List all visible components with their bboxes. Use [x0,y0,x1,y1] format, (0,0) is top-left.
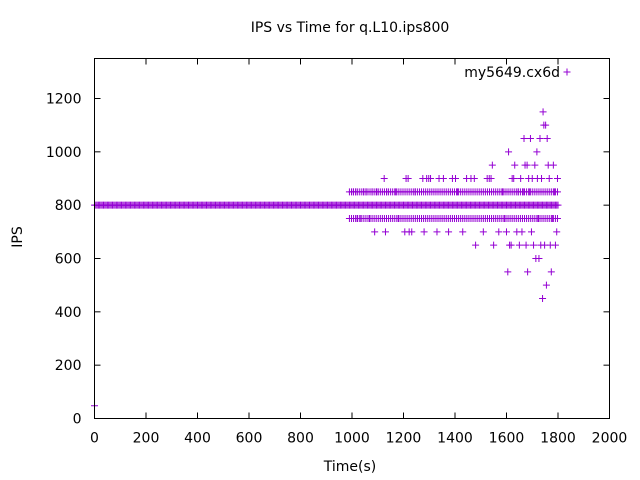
data-point [533,148,541,156]
data-point [362,188,370,196]
chart-title: IPS vs Time for q.L10.ips800 [251,20,450,36]
data-point [527,228,535,236]
data-point [518,228,526,236]
x-tick-label: 800 [287,431,314,447]
data-point [538,175,546,182]
y-tick-label: 0 [73,412,82,428]
data-point [499,188,507,196]
x-tick-label: 600 [236,431,263,447]
data-point [459,228,467,236]
data-point [542,121,550,129]
data-point [539,295,547,302]
data-point [470,175,478,182]
data-point [507,241,515,249]
data-point [505,148,513,156]
data-point [392,188,400,196]
data-point [420,228,428,236]
y-tick-label: 1000 [46,145,82,161]
x-tick-label: 1200 [386,431,422,447]
x-tick-label: 200 [133,431,160,447]
data-point [553,175,561,182]
data-point [520,135,528,142]
legend-series-marker [563,68,571,76]
data-point [549,161,557,169]
data-point [408,228,416,236]
data-point [394,215,402,222]
data-point [553,228,561,236]
y-tick-label: 800 [55,198,82,214]
data-point [530,241,538,249]
axis-ticks: 0 200 400 600 800 1000 1200 1400 1600 1800 2000 0 20… [46,58,628,447]
data-point [490,241,498,249]
data-point [411,188,419,196]
data-point [439,175,447,182]
data-point [500,215,508,222]
x-tick-label: 2000 [592,431,628,447]
data-point [536,135,544,142]
data-point [526,135,534,142]
data-point [550,188,558,196]
data-point [547,268,555,276]
data-point [554,201,562,209]
data-point [517,175,525,182]
data-point [371,228,379,236]
y-tick-label: 1200 [46,92,82,108]
data-point [542,281,550,289]
data-point [531,161,539,169]
data-point [523,161,531,169]
data-point [522,241,530,249]
legend: my5649.cx6d [464,65,571,81]
data-points [91,108,562,410]
data-point [488,161,496,169]
y-tick-label: 400 [55,305,82,321]
legend-series-label: my5649.cx6d [464,65,560,81]
data-point [445,228,453,236]
data-point [373,188,381,196]
legend-marker-glyph [563,68,571,76]
data-point [510,175,518,182]
data-point [504,268,512,276]
data-point [352,188,360,196]
data-point [487,175,495,182]
data-point [454,188,462,196]
data-point [545,175,553,182]
data-point [479,228,487,236]
data-point [519,188,527,196]
x-tick-label: 400 [184,431,211,447]
data-point [472,241,480,249]
x-tick-label: 1000 [334,431,370,447]
data-point [511,161,519,169]
x-tick-label: 1600 [489,431,525,447]
data-point [495,228,503,236]
data-point [515,241,523,249]
data-point [452,175,460,182]
data-point [503,228,510,236]
data-point [543,135,551,142]
y-tick-label: 200 [55,358,82,374]
data-point [380,175,388,182]
data-point [366,215,374,222]
data-point [381,228,389,236]
data-point [526,188,534,196]
data-point [524,268,532,276]
y-tick-label: 600 [55,252,82,268]
data-point [534,215,542,222]
data-point [539,108,547,116]
plot-frame [94,58,610,419]
x-tick-label: 1800 [540,431,576,447]
data-point [404,175,412,182]
data-point [551,241,559,249]
x-tick-label: 1400 [437,431,473,447]
data-point [535,255,543,262]
data-point [383,188,391,196]
x-tick-label: 0 [90,431,99,447]
y-axis-label: IPS [10,226,26,248]
data-point [433,228,441,236]
data-point [427,175,435,182]
x-axis-label: Time(s) [323,459,376,475]
data-point [548,215,556,222]
data-point [356,215,364,222]
